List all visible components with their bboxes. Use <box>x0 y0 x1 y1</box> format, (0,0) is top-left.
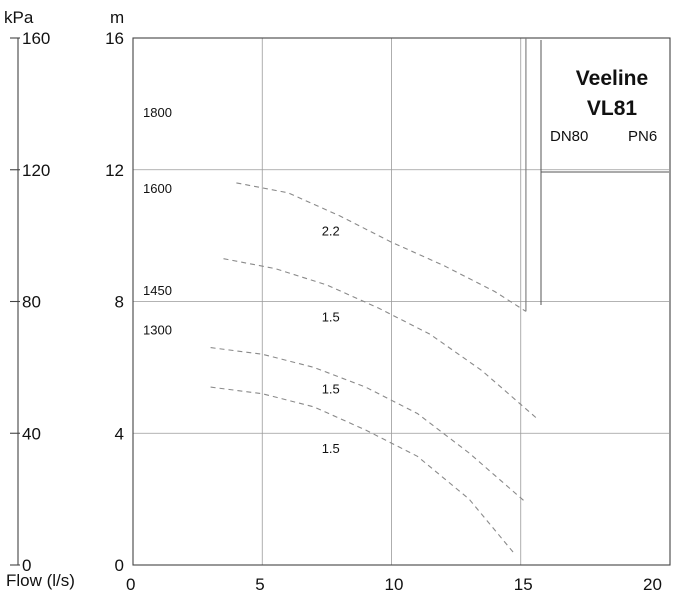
model-label: VL81 <box>587 97 638 120</box>
speed-label-1600: 1600 <box>143 181 172 196</box>
speed-labels: 1800 1600 1450 1300 <box>143 105 172 337</box>
kpa-tick-label-80: 80 <box>22 293 41 312</box>
kpa-tick-label-160: 160 <box>22 29 50 48</box>
m-ticks: 0 4 8 12 16 <box>105 29 124 575</box>
power-label-1: 1.5 <box>322 309 340 324</box>
kpa-unit-label: kPa <box>4 8 34 27</box>
m-tick-label-16: 16 <box>105 29 124 48</box>
power-label-0: 2.2 <box>322 224 340 239</box>
power-label-3: 1.5 <box>322 441 340 456</box>
kpa-tick-label-0: 0 <box>22 556 31 575</box>
speed-label-1450: 1450 <box>143 283 172 298</box>
curve-1800 <box>236 182 527 312</box>
x-tick-label-0: 0 <box>126 575 135 594</box>
x-tick-label-15: 15 <box>514 575 533 594</box>
pn-label: PN6 <box>628 128 657 145</box>
x-tick-label-20: 20 <box>643 575 662 594</box>
x-tick-label-5: 5 <box>255 575 264 594</box>
curve-1450 <box>210 347 527 503</box>
m-unit-label: m <box>110 8 124 27</box>
x-axis-label: Flow (l/s) <box>6 571 75 590</box>
chart-title: Veeline <box>576 67 648 90</box>
speed-label-1300: 1300 <box>143 322 172 337</box>
kpa-ticks: 0 40 80 120 160 <box>10 29 50 575</box>
m-tick-label-4: 4 <box>115 424 124 443</box>
curve-1300 <box>210 386 517 556</box>
m-tick-label-12: 12 <box>105 161 124 180</box>
m-tick-label-0: 0 <box>115 556 124 575</box>
dn-label: DN80 <box>550 128 588 145</box>
speed-curves <box>210 182 540 556</box>
curve-1600 <box>223 258 540 421</box>
power-label-2: 1.5 <box>322 382 340 397</box>
power-labels: 2.2 1.5 1.5 1.5 <box>322 224 340 456</box>
kpa-tick-label-40: 40 <box>22 424 41 443</box>
x-tick-label-10: 10 <box>385 575 404 594</box>
grid <box>133 38 669 565</box>
x-ticks: 0 5 10 15 20 <box>126 575 662 594</box>
speed-label-1800: 1800 <box>143 105 172 120</box>
plot-frame <box>132 37 671 566</box>
kpa-tick-label-120: 120 <box>22 161 50 180</box>
m-tick-label-8: 8 <box>115 293 124 312</box>
